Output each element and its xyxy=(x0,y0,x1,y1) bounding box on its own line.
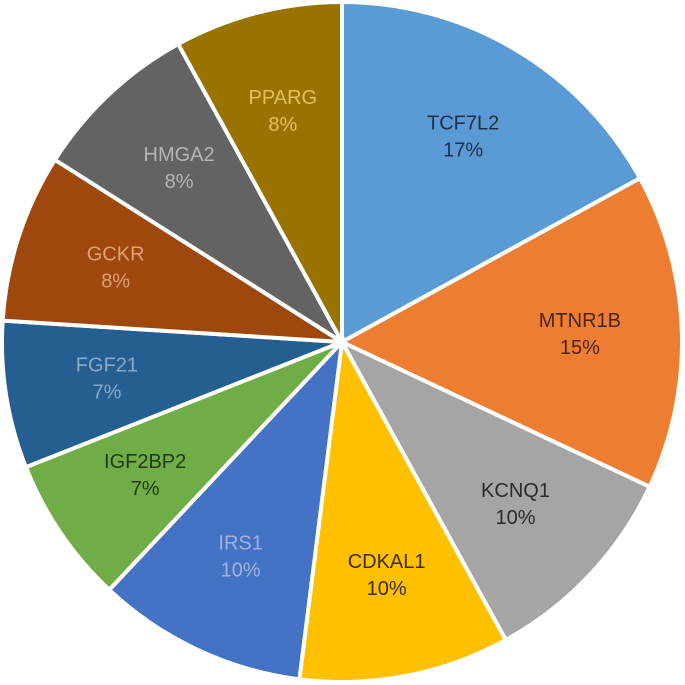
pie-label-percent: 7% xyxy=(131,478,160,500)
pie-label-gckr: GCKR 8% xyxy=(87,244,145,293)
pie-label-name: KCNQ1 xyxy=(481,480,550,502)
pie-label-irs1: IRS1 10% xyxy=(218,533,262,582)
pie-label-name: TCF7L2 xyxy=(427,112,499,134)
pie-label-percent: 10% xyxy=(367,578,407,600)
pie-slice-kcnq1 xyxy=(337,337,653,643)
pie-slice-irs1 xyxy=(106,336,345,682)
pie-label-name: IGF2BP2 xyxy=(104,451,186,473)
pie-label-percent: 10% xyxy=(495,507,535,529)
pie-label-percent: 17% xyxy=(443,139,483,161)
pie-label-name: FGF21 xyxy=(76,355,138,377)
pie-label-percent: 15% xyxy=(560,337,600,359)
pie-slice-pparg xyxy=(175,0,344,343)
pie-label-name: HMGA2 xyxy=(144,144,215,166)
pie-label-percent: 8% xyxy=(101,271,130,293)
pie-label-name: MTNR1B xyxy=(539,310,621,332)
pie-label-cdkal1: CDKAL1 10% xyxy=(348,551,426,600)
pie-label-hmga2: HMGA2 8% xyxy=(144,144,215,193)
pie-label-mtnr1b: MTNR1B 15% xyxy=(539,310,621,359)
pie-label-percent: 8% xyxy=(165,171,194,193)
pie-slice-fgf21 xyxy=(0,318,343,470)
pie-slice-gckr xyxy=(0,157,344,344)
pie-slice-mtnr1b xyxy=(337,175,684,490)
pie-label-name: PPARG xyxy=(249,87,318,109)
pie-label-percent: 7% xyxy=(92,382,121,404)
pie-slice-hmga2 xyxy=(52,41,344,344)
pie-label-name: GCKR xyxy=(87,244,145,266)
pie-label-name: IRS1 xyxy=(218,533,262,555)
pie-label-tcf7l2: TCF7L2 17% xyxy=(427,112,499,161)
pie-label-fgf21: FGF21 7% xyxy=(76,355,138,404)
pie-label-kcnq1: KCNQ1 10% xyxy=(481,480,550,529)
pie-slice-tcf7l2 xyxy=(340,0,643,346)
pie-label-percent: 8% xyxy=(268,114,297,136)
pie-slice-igf2bp2 xyxy=(23,340,344,593)
pie-label-igf2bp2: IGF2BP2 7% xyxy=(104,451,186,500)
labels-layer: TCF7L2 17% MTNR1B 15% KCNQ1 10% CDKAL1 10% IRS1 1… xyxy=(76,87,621,600)
pie-label-pparg: PPARG 8% xyxy=(249,87,318,136)
pie-label-percent: 10% xyxy=(221,560,261,582)
pie-label-name: CDKAL1 xyxy=(348,551,426,573)
pie-slice-cdkal1 xyxy=(297,335,509,684)
